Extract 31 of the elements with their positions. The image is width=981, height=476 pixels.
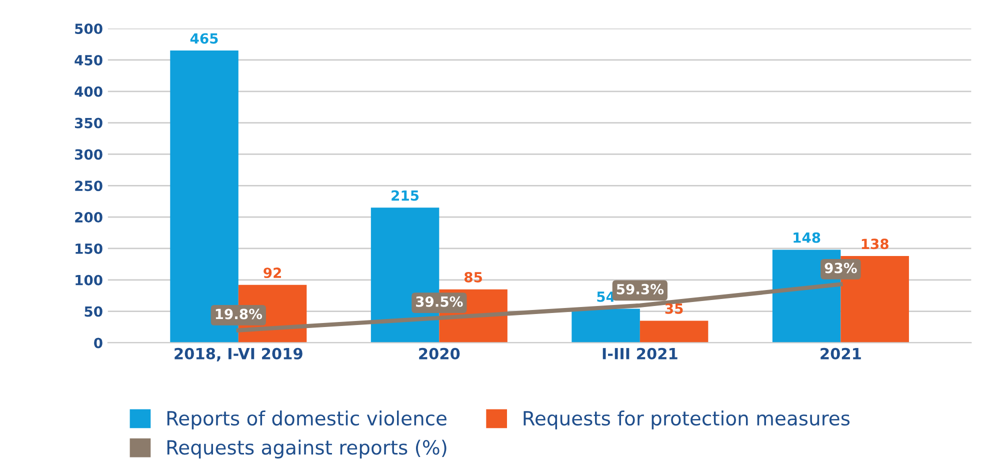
y-tick-label: 250 — [75, 180, 102, 192]
data-label: 39.5% — [416, 296, 463, 307]
data-label: 59.3% — [616, 284, 664, 294]
data-label: 85 — [464, 272, 482, 282]
data-label: 92 — [264, 268, 281, 278]
bar — [572, 308, 640, 343]
data-label: 148 — [794, 232, 820, 243]
y-tick-label: 500 — [75, 24, 102, 34]
x-tick-label: I-III 2021 — [602, 348, 678, 360]
legend-label: Reports of domestic violence — [167, 410, 446, 430]
x-tick-label: 2018, I-VI 2019 — [174, 348, 302, 362]
y-tick-label: 400 — [74, 86, 102, 97]
data-label: 215 — [392, 190, 419, 201]
bar — [640, 320, 708, 343]
y-tick-label: 50 — [84, 306, 102, 317]
data-label: 19.8% — [216, 308, 262, 320]
legend-label: Requests against reports (%) — [167, 440, 446, 458]
data-label: 35 — [665, 303, 683, 314]
y-tick-label: 150 — [76, 243, 102, 254]
y-tick-label: 100 — [76, 274, 102, 286]
data-label: 465 — [190, 33, 218, 44]
x-tick-label: 2021 — [820, 348, 861, 360]
y-tick-label: 0 — [94, 338, 102, 348]
data-label: 93% — [824, 262, 857, 274]
data-label: 138 — [862, 238, 888, 250]
legend-label: Requests for protection measures — [524, 410, 850, 430]
y-tick-label: 350 — [74, 118, 102, 128]
y-tick-label: 450 — [74, 54, 102, 66]
x-tick-label: 2020 — [419, 348, 460, 360]
y-tick-label: 300 — [74, 149, 102, 160]
y-tick-label: 200 — [75, 212, 102, 223]
